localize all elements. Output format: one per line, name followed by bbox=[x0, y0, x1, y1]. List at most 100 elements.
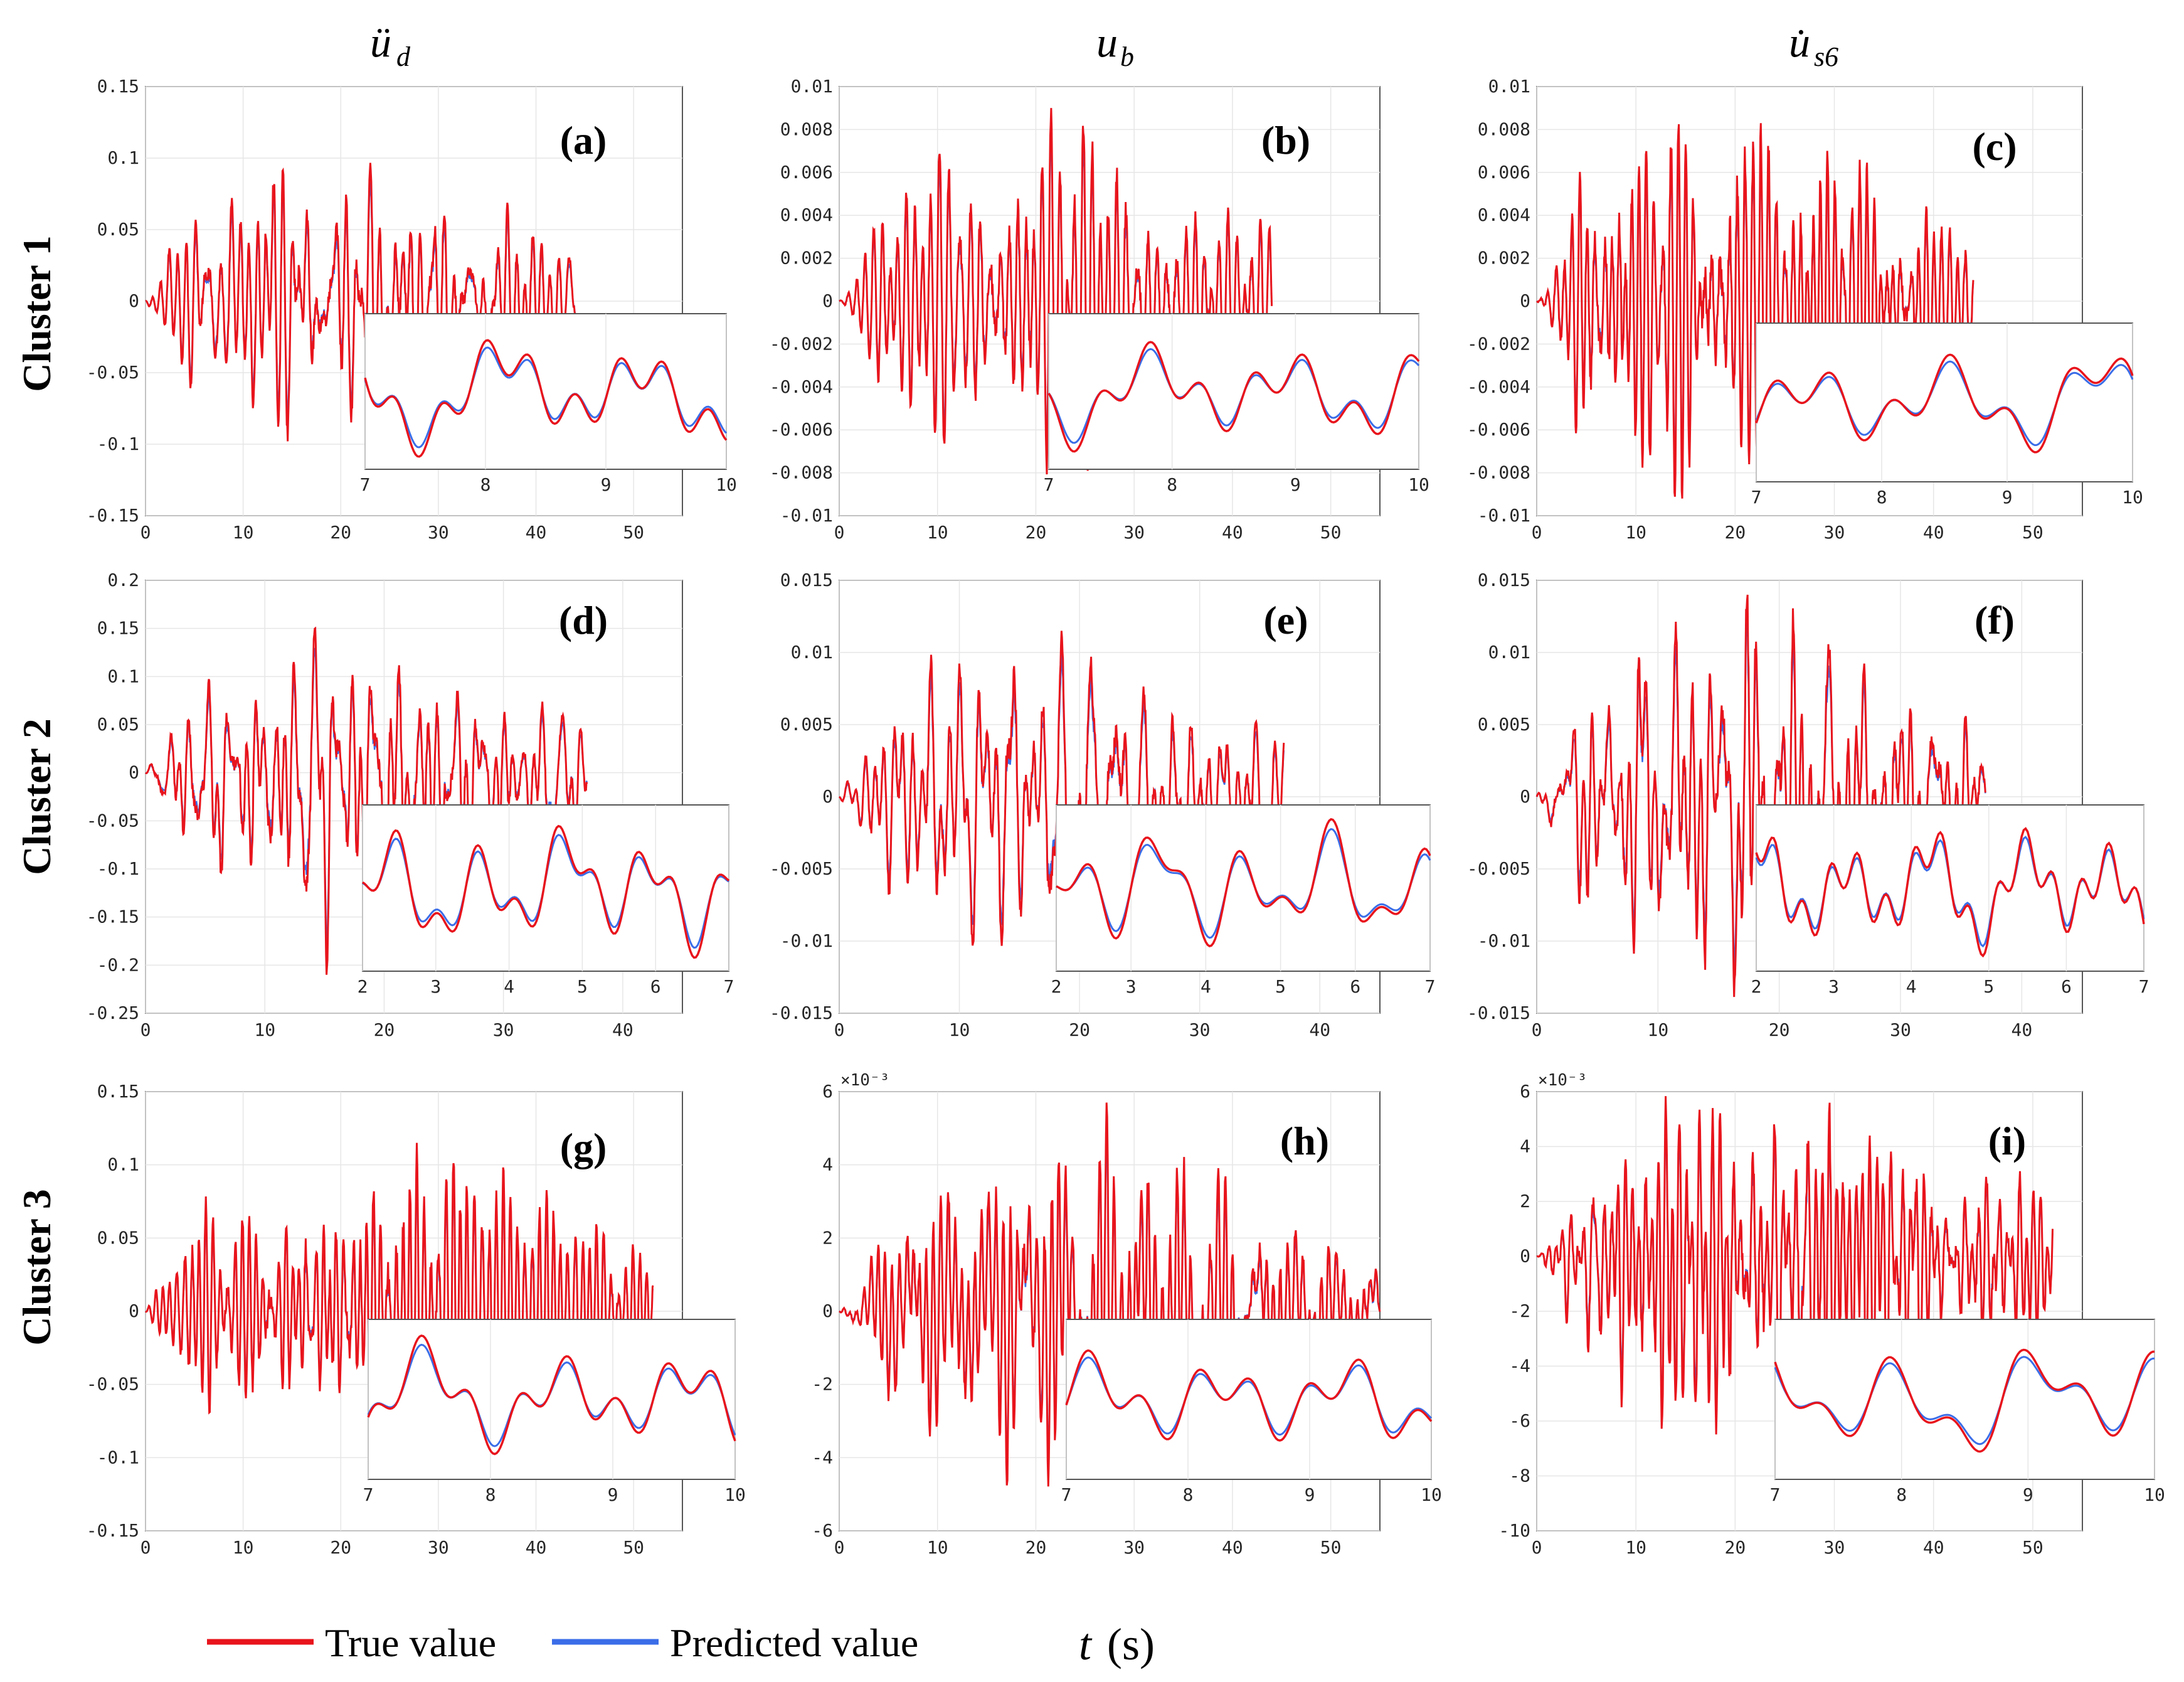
inset-x-tick-label: 2 bbox=[358, 976, 368, 997]
legend: True value Predicted value bbox=[207, 1621, 918, 1665]
inset-true-line bbox=[1774, 1348, 2155, 1453]
y-tick-label: 0.006 bbox=[780, 162, 833, 183]
x-tick-label: 50 bbox=[2022, 522, 2044, 543]
x-tick-label: 10 bbox=[949, 1019, 970, 1040]
inset-x-tick-label: 7 bbox=[1770, 1484, 1781, 1505]
column-header-1-base: ü bbox=[370, 18, 391, 66]
series-true-line bbox=[839, 631, 1285, 949]
panel-letter: (e) bbox=[1263, 598, 1308, 642]
y-tick-label: -4 bbox=[1509, 1356, 1530, 1376]
panel-letter: (a) bbox=[560, 118, 607, 162]
x-tick-label: 10 bbox=[1625, 522, 1646, 543]
x-tick-label: 30 bbox=[493, 1019, 514, 1040]
y-tick-label: -0.1 bbox=[97, 1447, 139, 1467]
x-tick-label: 0 bbox=[140, 522, 151, 543]
inset-x-tick-label: 4 bbox=[1906, 976, 1917, 997]
y-tick-label: -0.01 bbox=[1478, 505, 1530, 526]
panel-e: -0.015 -0.01 -0.005 0 0.005 0.01 0.015 0 10 20 30 4… bbox=[770, 570, 1436, 1040]
inset-true-line bbox=[367, 1334, 736, 1456]
inset-x-tick-label: 10 bbox=[716, 474, 737, 495]
y-tick-label: 0.05 bbox=[97, 714, 139, 735]
x-axis-label: t (s) bbox=[1079, 1619, 1155, 1669]
y-tick-label: 0 bbox=[129, 762, 139, 783]
x-tick-label: 10 bbox=[1625, 1537, 1646, 1558]
inset-x-tick-label: 7 bbox=[1425, 976, 1436, 997]
x-tick-label: 0 bbox=[834, 1537, 845, 1558]
legend-pred-label: Predicted value bbox=[670, 1621, 918, 1665]
x-tick-label: 0 bbox=[1532, 522, 1542, 543]
x-tick-label: 20 bbox=[1026, 522, 1047, 543]
inset-true-line bbox=[1065, 1349, 1433, 1442]
y-tick-label: -0.002 bbox=[1467, 333, 1530, 354]
y-tick-label: 0.015 bbox=[1478, 570, 1530, 590]
inset-x-tick-label: 8 bbox=[485, 1484, 496, 1505]
x-tick-label: 10 bbox=[1647, 1019, 1668, 1040]
inset-true-line bbox=[1056, 817, 1431, 948]
y-tick-label: -0.004 bbox=[770, 376, 833, 397]
x-tick-label: 10 bbox=[233, 1537, 254, 1558]
x-tick-label: 20 bbox=[1725, 522, 1746, 543]
x-tick-label: 20 bbox=[330, 522, 351, 543]
x-tick-label: 40 bbox=[1923, 522, 1944, 543]
y-tick-label: -6 bbox=[812, 1520, 833, 1541]
y-tick-label: -0.01 bbox=[780, 930, 833, 951]
y-tick-label: 0 bbox=[1520, 786, 1530, 807]
column-header-2-base: u bbox=[1096, 18, 1118, 66]
y-tick-label: -0.006 bbox=[1467, 419, 1530, 440]
y-tick-label: 0.005 bbox=[1478, 714, 1530, 735]
y-tick-label: -0.1 bbox=[97, 434, 139, 454]
row-label-cluster-3: Cluster 3 bbox=[14, 1189, 59, 1345]
x-axis-label-unit: (s) bbox=[1107, 1619, 1155, 1669]
inset-frame bbox=[1048, 313, 1419, 470]
y-tick-label: 0.1 bbox=[107, 147, 139, 168]
inset-predicted-line bbox=[1755, 360, 2134, 447]
x-tick-label: 0 bbox=[140, 1537, 151, 1558]
y-tick-label: 0.002 bbox=[780, 248, 833, 269]
y-tick-label: 2 bbox=[1520, 1191, 1530, 1211]
x-tick-label: 20 bbox=[330, 1537, 351, 1558]
x-tick-label: 30 bbox=[1123, 522, 1145, 543]
inset-x-tick-label: 8 bbox=[1183, 1484, 1194, 1505]
panel-letter: (f) bbox=[1975, 598, 2015, 642]
inset-frame bbox=[1756, 322, 2133, 482]
inset-x-tick-label: 6 bbox=[1350, 976, 1360, 997]
y-tick-label: 6 bbox=[822, 1081, 833, 1102]
x-tick-label: 40 bbox=[1923, 1537, 1944, 1558]
y-tick-label: 0.01 bbox=[791, 642, 833, 663]
x-tick-label: 20 bbox=[374, 1019, 395, 1040]
y-tick-label: 0 bbox=[822, 290, 833, 311]
x-tick-label: 40 bbox=[1222, 522, 1243, 543]
row-label-cluster-2: Cluster 2 bbox=[14, 718, 59, 875]
inset-x-tick-label: 9 bbox=[601, 474, 612, 495]
x-tick-label: 20 bbox=[1769, 1019, 1790, 1040]
inset-x-tick-label: 7 bbox=[1751, 487, 1762, 508]
y-tick-label: -0.004 bbox=[1467, 376, 1530, 397]
inset-true-line bbox=[364, 339, 728, 458]
x-tick-label: 30 bbox=[1824, 522, 1845, 543]
y-tick-label: -10 bbox=[1498, 1520, 1530, 1541]
x-tick-label: 30 bbox=[1890, 1019, 1911, 1040]
inset-zoom: 2 3 4 5 6 7 bbox=[358, 804, 734, 997]
inset-x-tick-label: 2 bbox=[1051, 976, 1062, 997]
x-tick-label: 0 bbox=[140, 1019, 151, 1040]
x-tick-label: 50 bbox=[2022, 1537, 2044, 1558]
x-tick-label: 50 bbox=[623, 522, 644, 543]
panel-letter: (i) bbox=[1988, 1119, 2026, 1163]
panel-letter: (c) bbox=[1972, 124, 2017, 169]
y-tick-label: 0.15 bbox=[97, 1081, 139, 1102]
inset-frame bbox=[1066, 1319, 1432, 1480]
y-tick-label: -0.015 bbox=[1467, 1003, 1530, 1023]
inset-zoom: 2 3 4 5 6 7 bbox=[1751, 804, 2149, 997]
y-tick-label: -0.005 bbox=[770, 858, 833, 879]
inset-x-tick-label: 2 bbox=[1751, 976, 1762, 997]
y-tick-label: -0.1 bbox=[97, 858, 139, 879]
inset-zoom: 7 8 9 10 bbox=[363, 1319, 746, 1505]
inset-zoom: 7 8 9 10 bbox=[1751, 322, 2143, 508]
panel-d: -0.25 -0.2 -0.15 -0.1 -0.05 0 0.05 0.1 0.15 0.2 0 1… bbox=[87, 570, 734, 1040]
x-tick-label: 40 bbox=[2011, 1019, 2032, 1040]
x-tick-label: 40 bbox=[612, 1019, 633, 1040]
y-tick-label: -0.008 bbox=[770, 462, 833, 483]
inset-x-tick-label: 9 bbox=[1290, 474, 1301, 495]
y-tick-label: -0.015 bbox=[770, 1003, 833, 1023]
inset-x-tick-label: 7 bbox=[360, 474, 371, 495]
